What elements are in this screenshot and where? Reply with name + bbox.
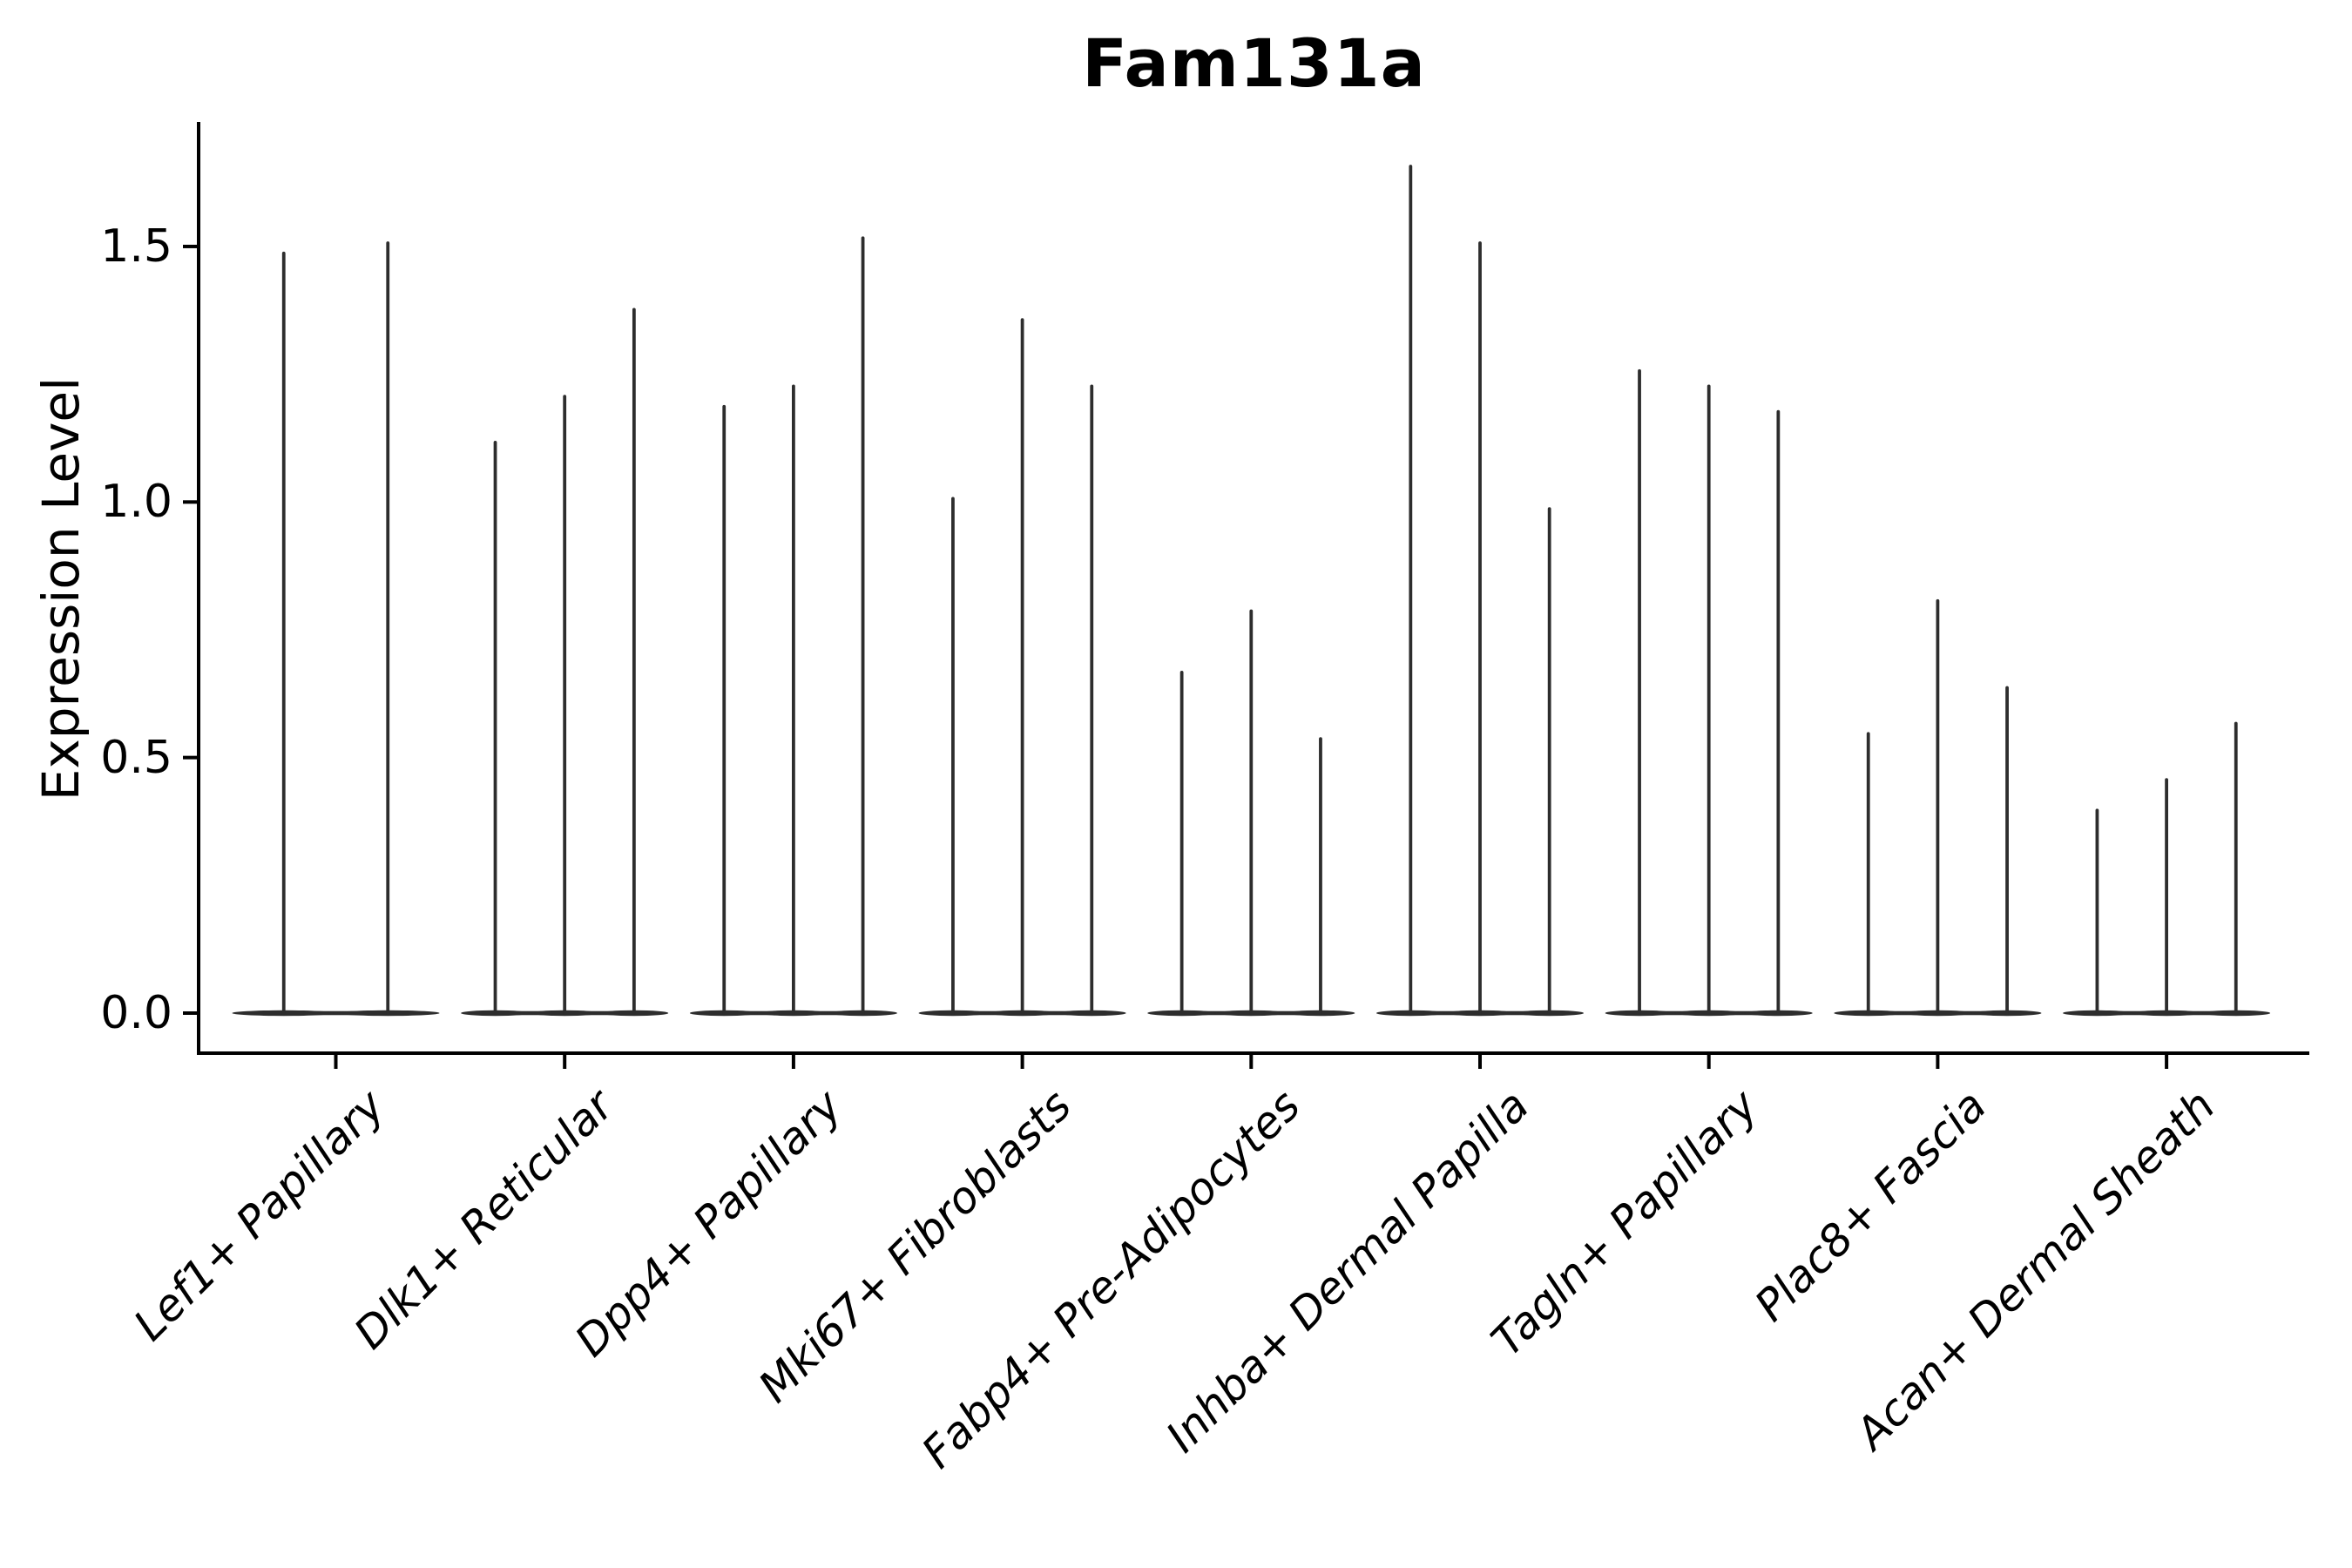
y-tick-label: 0.5 [100, 731, 172, 784]
y-tick-label: 0.0 [100, 987, 172, 1039]
violin-base-connector [283, 1010, 389, 1016]
y-tick-label: 1.5 [100, 220, 172, 273]
y-tick-label: 1.0 [100, 476, 172, 529]
chart-title: Fam131a [1082, 24, 1426, 102]
